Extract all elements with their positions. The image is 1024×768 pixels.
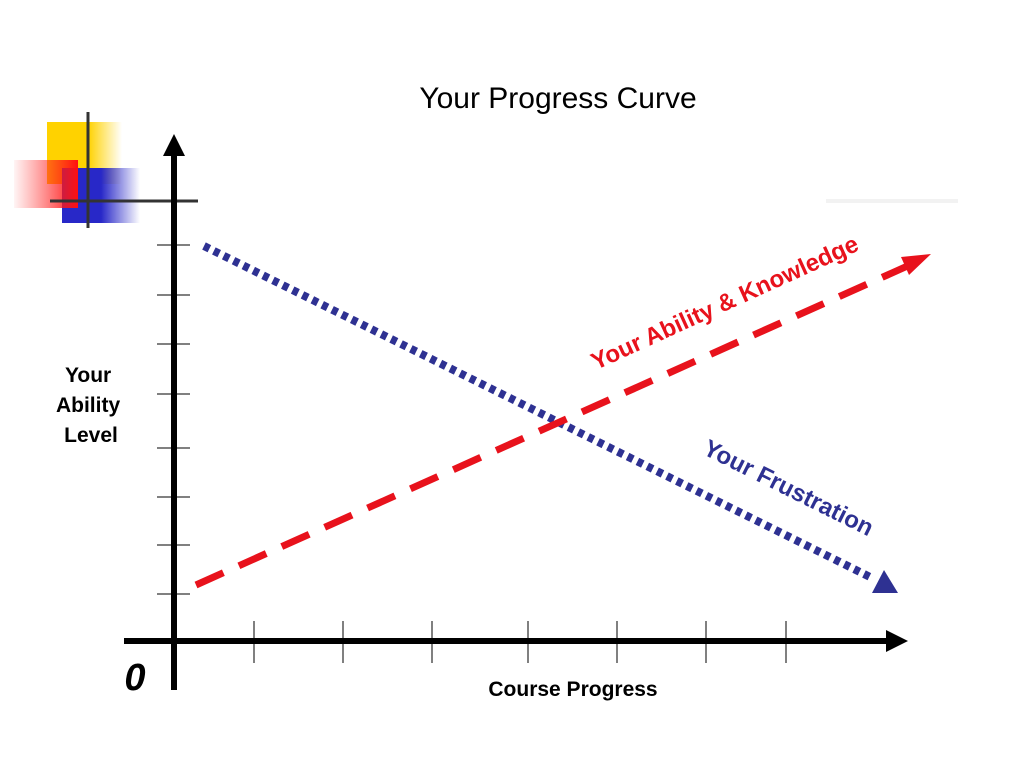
x-axis-ticks (253, 621, 787, 663)
y-axis-arrowhead (163, 134, 185, 156)
ability-curve-arrowhead (901, 254, 931, 275)
x-axis-arrowhead (886, 630, 908, 652)
ability-curve: Your Ability & Knowledge (194, 231, 931, 589)
y-axis-ticks (157, 244, 190, 595)
y-axis-label-line-3: Level (64, 424, 118, 447)
y-axis-label-line-1: Your (65, 364, 111, 387)
y-axis (157, 134, 190, 690)
frustration-curve: Your Frustration (202, 242, 898, 593)
origin-label: 0 (124, 657, 145, 699)
y-axis-label: Your Ability Level (56, 364, 126, 447)
frustration-curve-line (202, 242, 874, 582)
ability-curve-line (194, 260, 914, 589)
x-axis-label: Course Progress (488, 678, 657, 701)
y-axis-label-line-2: Ability (56, 394, 120, 417)
slide-title: Your Progress Curve (419, 82, 696, 115)
frustration-curve-arrowhead (872, 570, 898, 593)
decorative-logo (14, 112, 198, 228)
x-axis (124, 621, 908, 663)
frustration-curve-label: Your Frustration (699, 435, 878, 542)
